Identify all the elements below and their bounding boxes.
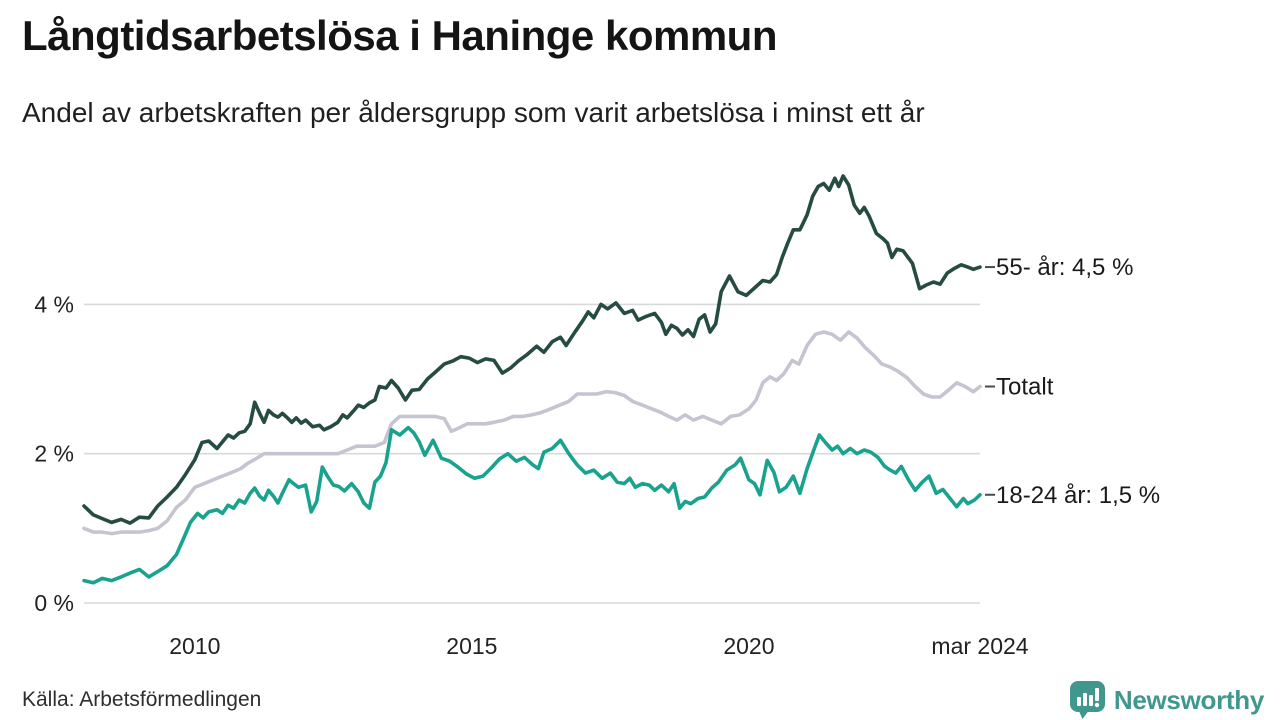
y-axis-tick-label: 0 % — [34, 590, 74, 616]
chart-title: Långtidsarbetslösa i Haninge kommun — [22, 12, 777, 59]
newsworthy-wordmark: Newsworthy — [1113, 684, 1264, 715]
x-axis-tick-label: 2015 — [446, 633, 497, 659]
x-axis-tick-label: 2010 — [169, 633, 220, 659]
series-line-totalt — [82, 330, 982, 536]
series-end-label: 18-24 år: 1,5 % — [996, 482, 1160, 509]
x-axis-tick-label: mar 2024 — [931, 633, 1028, 659]
x-axis-tick-label: 2020 — [723, 633, 774, 659]
newsworthy-logo: Newsworthy — [1069, 680, 1264, 720]
newsworthy-logo-icon — [1069, 681, 1105, 719]
y-axis-tick-label: 4 % — [34, 291, 74, 317]
series-line-55-r — [82, 174, 982, 525]
bar-chart-glyph — [1076, 688, 1100, 708]
chart-subtitle: Andel av arbetskraften per åldersgrupp s… — [22, 97, 925, 128]
source-note: Källa: Arbetsförmedlingen — [22, 688, 262, 711]
series-end-label: Totalt — [996, 374, 1054, 401]
series-end-label: 55- år: 4,5 % — [996, 254, 1133, 281]
y-axis-tick-label: 2 % — [34, 441, 74, 467]
series-line-18-24-r — [82, 425, 982, 585]
